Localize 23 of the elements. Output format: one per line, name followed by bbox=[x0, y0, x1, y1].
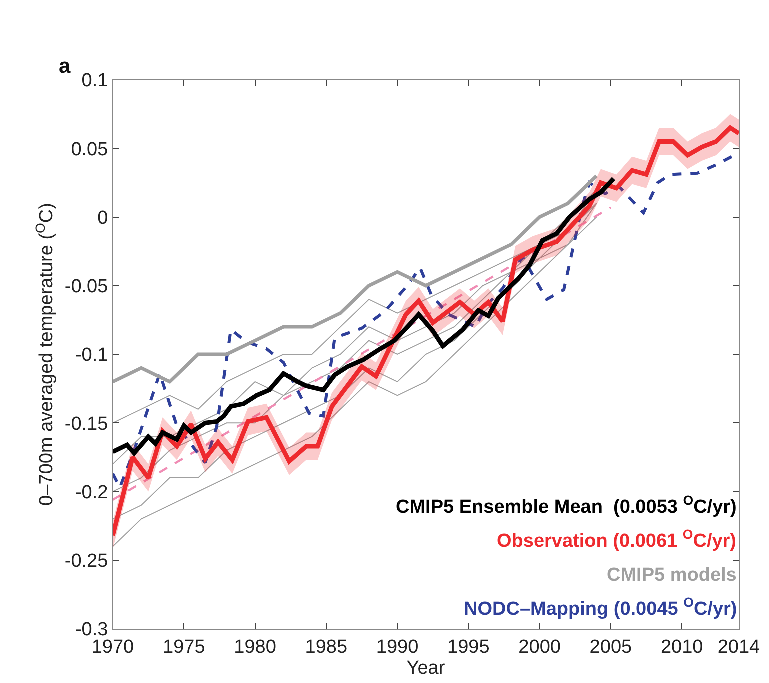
y-tick-label: -0.25 bbox=[64, 551, 108, 572]
y-tick-label: 0 bbox=[98, 208, 108, 229]
text: Observation (0.0061 $^{O}$C/yr) bbox=[497, 527, 737, 552]
x-tick-label: 2014 bbox=[718, 636, 761, 658]
y-tick-label: 0.1 bbox=[82, 70, 108, 92]
x-axis-title: Year bbox=[406, 658, 446, 679]
x-tick-label: 2000 bbox=[518, 636, 561, 658]
x-tick-label: 1985 bbox=[305, 636, 348, 658]
text: a bbox=[59, 55, 71, 78]
x-tick-label: 1975 bbox=[163, 636, 206, 658]
text: CMIP5 models bbox=[607, 565, 737, 586]
x-tick-label: 2005 bbox=[590, 636, 632, 658]
y-tick-label: -0.15 bbox=[64, 414, 108, 435]
y-tick-label: -0.2 bbox=[75, 482, 108, 504]
x-tick-label: 1995 bbox=[448, 636, 490, 658]
x-tick-label: 1980 bbox=[234, 636, 276, 658]
text: CMIP5 Ensemble Mean (0.0053 $^{O}$C/yr) bbox=[396, 493, 737, 518]
y-tick-label: 0.05 bbox=[71, 139, 108, 160]
x-tick-label: 2010 bbox=[660, 636, 704, 658]
y-tick-label: -0.05 bbox=[64, 276, 108, 298]
y-tick-label: -0.1 bbox=[75, 345, 108, 366]
x-tick-label: 1990 bbox=[376, 636, 419, 658]
text: NODC–Mapping (0.0045 $^{O}$C/yr) bbox=[464, 595, 738, 620]
